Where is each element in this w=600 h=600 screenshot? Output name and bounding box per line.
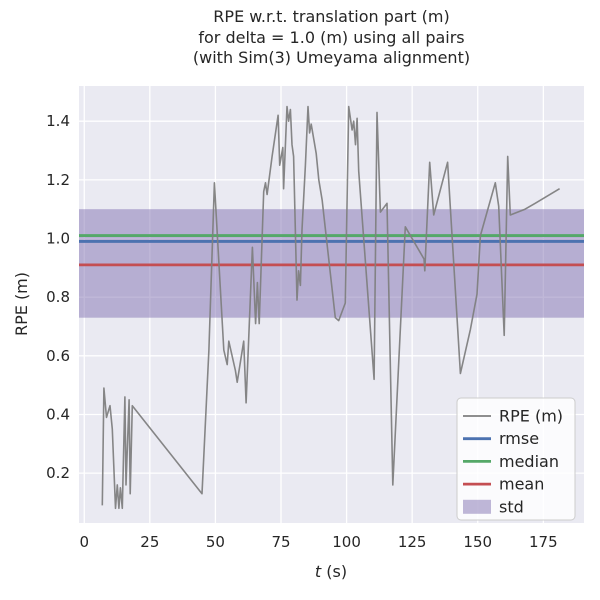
legend-label: std: [499, 497, 524, 516]
x-tick-label: 0: [79, 533, 89, 551]
chart-title: RPE w.r.t. translation part (m) for delt…: [64, 7, 599, 69]
rpe-line: [101, 105, 561, 510]
y-tick-label: 1.0: [46, 230, 70, 248]
chart-title-line3: (with Sim(3) Umeyama alignment): [192, 48, 471, 67]
x-axis-label-unit: (s): [321, 562, 347, 581]
x-tick-label: 50: [206, 533, 225, 551]
legend-item: RPE (m): [463, 407, 563, 426]
legend-item: median: [463, 452, 559, 471]
x-axis-label-var: t: [315, 562, 322, 581]
legend-item: std: [463, 497, 524, 516]
x-tick-label: 25: [140, 533, 159, 551]
y-tick-label: 0.6: [46, 347, 70, 365]
std-band: [79, 209, 584, 318]
y-tick-label: 1.4: [46, 112, 70, 130]
legend-item: rmse: [463, 429, 539, 448]
legend-label: median: [499, 452, 559, 471]
x-tick-label: 75: [271, 533, 290, 551]
legend-label: mean: [499, 475, 544, 494]
legend-label: rmse: [499, 429, 539, 448]
y-tick-label: 1.2: [46, 171, 70, 189]
x-tick-label: 175: [529, 533, 558, 551]
x-tick-label: 100: [332, 533, 361, 551]
legend-label: RPE (m): [499, 407, 563, 426]
chart-title-line1: RPE w.r.t. translation part (m): [213, 7, 450, 26]
y-tick-label: 0.4: [46, 405, 70, 423]
legend-swatch-patch: [463, 499, 491, 514]
y-tick-label: 0.2: [46, 464, 70, 482]
x-tick-label: 125: [398, 533, 427, 551]
y-tick-label: 0.8: [46, 288, 70, 306]
legend-box: [456, 397, 576, 521]
y-axis-label: RPE (m): [12, 272, 31, 336]
chart-title-line2: for delta = 1.0 (m) using all pairs: [198, 27, 465, 47]
x-axis-label: t (s): [315, 562, 347, 581]
x-tick-label: 150: [463, 533, 492, 551]
legend-item: mean: [463, 475, 544, 494]
